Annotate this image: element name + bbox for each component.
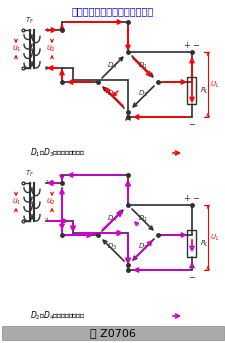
Bar [187,77,196,104]
Text: $D_4$: $D_4$ [106,61,117,71]
Text: 1: 1 [45,180,48,186]
Text: −: − [192,194,199,203]
Text: $D_1$: $D_1$ [137,214,147,224]
Text: −: − [192,41,199,50]
Text: $u_2$: $u_2$ [46,197,56,207]
Text: $D_4$: $D_4$ [106,214,117,224]
Text: +: + [183,41,190,50]
Bar [187,230,196,257]
Text: $u_1$: $u_1$ [12,44,22,54]
Bar [2,326,223,340]
Text: 2: 2 [45,66,48,71]
Text: +: + [183,194,190,203]
Text: $D_3$: $D_3$ [106,242,117,252]
Text: $D_3$: $D_3$ [106,89,117,99]
Text: 2: 2 [45,218,48,224]
Text: 桥式整流电路工作时的电流方向: 桥式整流电路工作时的电流方向 [72,6,153,16]
Text: 图 Z0706: 图 Z0706 [90,328,135,338]
Text: 1: 1 [45,27,48,33]
Text: $T_F$: $T_F$ [25,16,34,26]
Text: $u_2$: $u_2$ [46,44,56,54]
Text: $D_2$: $D_2$ [137,242,147,252]
Text: $U_L$: $U_L$ [209,79,218,90]
Text: $R_L$: $R_L$ [199,85,208,96]
Text: $D_1$、$D_3$导通时的电流方向: $D_1$、$D_3$导通时的电流方向 [30,147,85,159]
Text: −: − [188,120,195,129]
Text: −: − [188,273,195,282]
Text: $D_2$: $D_2$ [137,89,147,99]
Text: $u_1$: $u_1$ [12,197,22,207]
Text: $D_1$: $D_1$ [137,61,147,71]
Text: $U_L$: $U_L$ [209,233,218,243]
Text: $R_L$: $R_L$ [199,238,208,249]
Text: $T_F$: $T_F$ [25,169,34,179]
Text: $D_2$、$D_4$导通时的电流方向: $D_2$、$D_4$导通时的电流方向 [30,310,85,322]
